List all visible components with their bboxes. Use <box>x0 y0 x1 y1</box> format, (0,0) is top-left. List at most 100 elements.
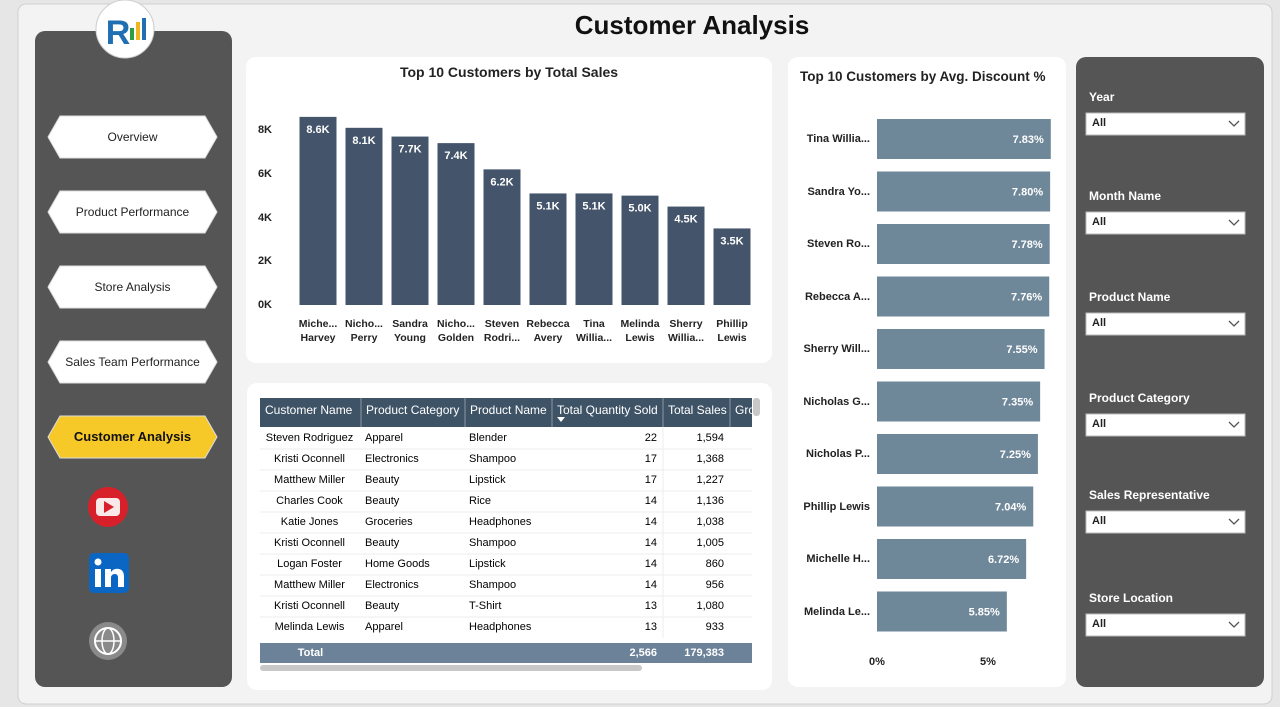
table-cell: Beauty <box>365 537 400 549</box>
column-header[interactable]: Product Category <box>366 403 460 417</box>
nav-label[interactable]: Sales Team Performance <box>65 355 200 369</box>
x-tick-label: Rebecca Avery <box>526 318 570 344</box>
table-cell: 14 <box>644 579 657 591</box>
nav-label[interactable]: Overview <box>107 130 158 144</box>
nav-button <box>47 265 218 309</box>
y-tick-label: Nicholas G... <box>803 395 870 408</box>
bar <box>877 486 1034 527</box>
data-label: 7.4K <box>444 150 467 162</box>
nav-button <box>47 340 218 384</box>
dropdown-arrow <box>1228 621 1240 628</box>
data-label: 5.0K <box>628 203 651 215</box>
data-label: 4.5K <box>674 214 697 226</box>
bar <box>877 119 1051 159</box>
x-tick-label: Steven Rodri... <box>483 318 521 344</box>
total-sales: 179,383 <box>684 647 724 659</box>
bar <box>437 143 475 305</box>
filter-label: Sales Representative <box>1089 488 1210 502</box>
x-tick-label: 0% <box>869 656 885 668</box>
data-label: 7.25% <box>1000 449 1031 461</box>
y-tick-label: Michelle H... <box>806 553 870 565</box>
dropdown-arrow <box>1228 421 1240 428</box>
table-cell: Lipstick <box>469 474 506 486</box>
filter-value[interactable]: All <box>1092 216 1107 228</box>
bar <box>877 276 1050 317</box>
table-cell: 933 <box>705 621 724 633</box>
data-label: 7.55% <box>1006 344 1037 356</box>
filter-value[interactable]: All <box>1092 117 1107 129</box>
bar <box>483 169 521 305</box>
table-cell: 14 <box>644 558 657 570</box>
nav-label[interactable]: Product Performance <box>75 205 190 219</box>
table-cell: Beauty <box>365 600 400 612</box>
filter-value[interactable]: All <box>1092 618 1107 630</box>
bar <box>877 539 1027 579</box>
data-label: 5.85% <box>969 607 1000 619</box>
table-cell: Beauty <box>365 474 400 486</box>
y-tick-label: 4K <box>257 211 272 224</box>
data-label: 8.6K <box>306 124 329 136</box>
filter-label: Product Name <box>1089 290 1171 304</box>
total-row <box>260 643 752 663</box>
dropdown <box>1085 312 1246 336</box>
x-tick-label: Miche... Harvey <box>298 318 338 344</box>
bar <box>575 193 613 305</box>
data-label: 3.5K <box>720 235 743 247</box>
data-label: 7.78% <box>1011 239 1042 251</box>
filter-label: Month Name <box>1089 189 1161 203</box>
nav-button <box>47 415 218 459</box>
dropdown-arrow <box>1228 518 1240 525</box>
filter-value[interactable]: All <box>1092 317 1107 329</box>
linkedin-icon[interactable] <box>89 553 129 593</box>
table-cell: Headphones <box>469 621 532 633</box>
data-label: 7.35% <box>1002 397 1033 409</box>
table-cell: Matthew Miller <box>274 579 345 591</box>
data-label: 7.7K <box>398 144 421 156</box>
table-cell: 1,080 <box>696 600 724 612</box>
table-cell: Home Goods <box>365 558 430 570</box>
website-icon[interactable] <box>89 622 127 660</box>
filter-value[interactable]: All <box>1092 418 1107 430</box>
table-cell: Headphones <box>469 516 532 528</box>
x-tick-label: Phillip Lewis <box>716 318 748 344</box>
data-label: 5.1K <box>536 200 559 212</box>
y-tick-label: 0K <box>257 299 272 311</box>
nav-label[interactable]: Store Analysis <box>94 280 171 294</box>
scrollbar <box>260 665 642 671</box>
dropdown-arrow <box>1228 219 1240 226</box>
chart-title: Top 10 Customers by Total Sales <box>399 64 619 80</box>
x-tick-label: Tina Willia... <box>575 318 613 344</box>
column-header[interactable]: Product Name <box>470 403 547 417</box>
nav-label[interactable]: Customer Analysis <box>73 429 192 444</box>
y-tick-label: 2K <box>257 255 272 268</box>
dropdown-arrow <box>1228 320 1240 327</box>
column-header[interactable]: Total Sales <box>668 403 727 417</box>
table-cell: Lipstick <box>469 558 506 570</box>
column-header[interactable]: Customer Name <box>265 403 353 417</box>
x-tick-label: Sherry Willia... <box>667 318 705 344</box>
column-header[interactable]: Gro <box>735 403 753 417</box>
table-cell: Katie Jones <box>280 516 339 528</box>
data-label: 8.1K <box>352 135 375 147</box>
column-header[interactable]: Total Quantity Sold <box>557 403 658 417</box>
bar <box>299 116 337 305</box>
youtube-icon[interactable] <box>88 487 128 527</box>
filter-label: Store Location <box>1089 591 1174 605</box>
dropdown <box>1085 613 1246 637</box>
filter-label: Year <box>1089 90 1115 104</box>
table-cell: Beauty <box>365 495 400 507</box>
filter-value[interactable]: All <box>1092 515 1107 527</box>
y-tick-label: Phillip Lewis <box>803 500 870 513</box>
data-label: 7.80% <box>1012 187 1043 199</box>
bar <box>667 206 705 305</box>
page-title: Customer Analysis <box>574 10 810 40</box>
nav-button <box>47 190 218 234</box>
total-quantity: 2,566 <box>629 647 657 659</box>
dropdown <box>1085 413 1246 437</box>
table-cell: 1,136 <box>696 495 724 507</box>
bar <box>877 171 1051 212</box>
dropdown-arrow <box>1228 120 1240 127</box>
table-cell: 22 <box>644 432 657 444</box>
x-tick-label: Nicho... Golden <box>437 318 475 344</box>
